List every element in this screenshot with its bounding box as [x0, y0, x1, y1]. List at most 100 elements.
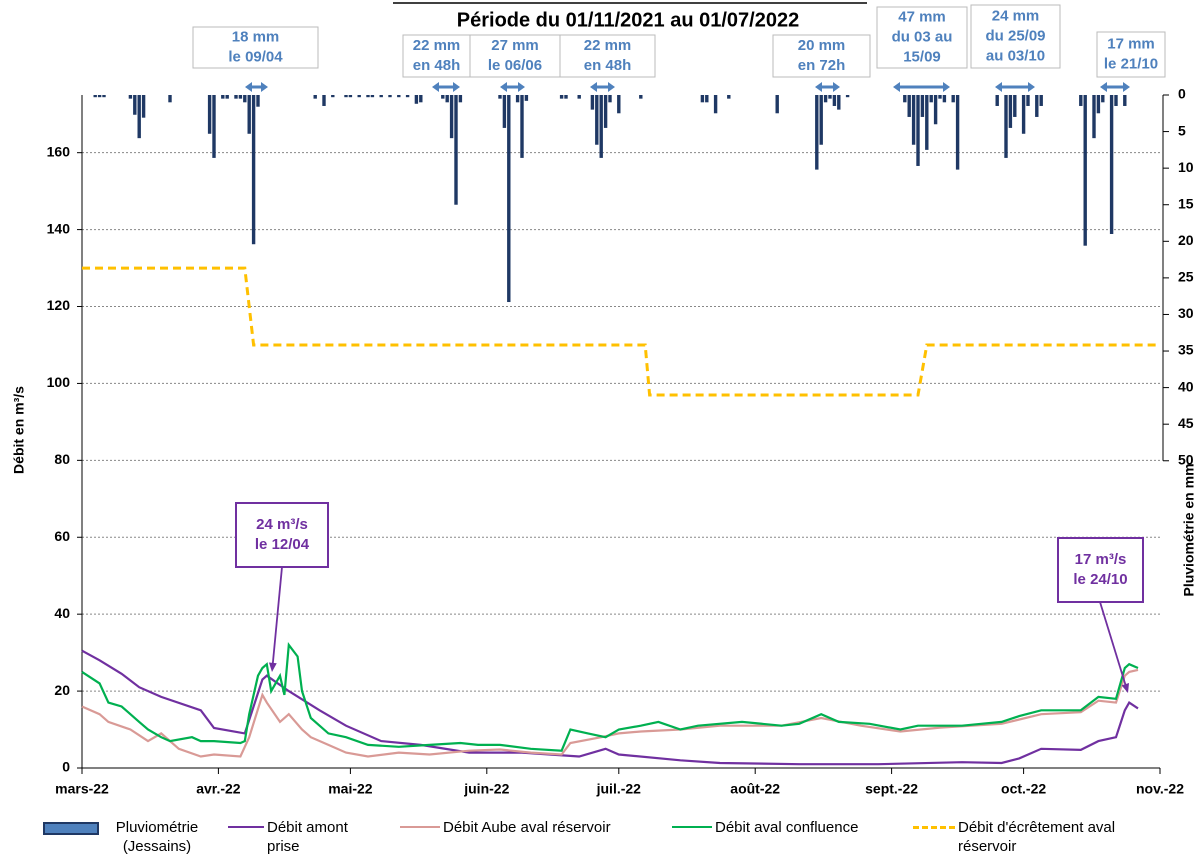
x-tick-label: sept.-22: [865, 781, 918, 797]
rain-bar: [938, 95, 942, 99]
annotation-text: 22 mm: [413, 37, 461, 54]
annotation-text: en 72h: [798, 57, 846, 74]
arrow-head: [432, 82, 460, 92]
annotation-box: [559, 34, 656, 78]
legend-swatch: [672, 826, 712, 828]
rain-bar: [419, 95, 423, 103]
rain-bar: [995, 95, 999, 106]
annotation-box: [970, 4, 1061, 69]
x-tick-label: oct.-22: [1001, 781, 1046, 797]
annotation-text: le 24/10: [1073, 571, 1127, 588]
chart: Période du 01/11/2021 au 01/07/2022 Débi…: [11, 2, 1197, 797]
rain-bar: [1004, 95, 1008, 158]
annotation-text: 20 mm: [798, 37, 846, 54]
y-tick-label: 60: [54, 528, 70, 544]
arrow-head: [1121, 683, 1130, 693]
x-tick-label: juin-22: [463, 781, 509, 797]
legend-swatch: [228, 826, 264, 828]
rain-bar: [1109, 95, 1114, 234]
rain-bar: [925, 95, 929, 150]
rain-bar: [344, 95, 348, 98]
rain-bar: [449, 95, 454, 139]
rain-bar: [388, 95, 392, 98]
arrow-head: [590, 82, 615, 92]
rain-bar: [498, 95, 502, 99]
y2-tick-label: 40: [1178, 378, 1194, 394]
rain-bar: [251, 95, 256, 245]
y2-tick-label: 45: [1178, 415, 1194, 431]
rain-bar: [502, 95, 507, 128]
rain-bar: [907, 95, 911, 117]
annotation-box: [235, 502, 329, 568]
annotation-text: le 12/04: [255, 536, 310, 553]
y2-tick-label: 50: [1178, 451, 1194, 467]
rain-bar: [1035, 95, 1039, 117]
arrow-head: [500, 82, 525, 92]
rain-bar: [370, 95, 375, 98]
x-tick-label: mars-22: [55, 781, 109, 797]
rain-bar: [1079, 95, 1083, 106]
x-tick-label: juil.-22: [596, 781, 642, 797]
rain-bar: [823, 95, 828, 103]
annotation-text: au 03/10: [986, 47, 1045, 64]
rain-bar: [1083, 95, 1087, 246]
series-line: [81, 668, 1139, 758]
rain-bar: [441, 95, 445, 99]
rain-bar: [93, 95, 97, 98]
annotation-text: du 03 au: [892, 28, 953, 45]
y2-tick-label: 25: [1178, 269, 1194, 285]
x-tick-label: mai-22: [328, 781, 373, 797]
rain-bar: [137, 95, 141, 139]
rain-bar: [603, 95, 608, 128]
rain-bar: [524, 95, 529, 101]
legend-item: Débit Aube aval réservoir: [400, 818, 673, 837]
rain-bar: [705, 95, 709, 103]
rain-bar: [819, 95, 823, 145]
rain-bar: [515, 95, 520, 103]
annotation-box: [1057, 537, 1144, 603]
chart-title: Période du 01/11/2021 au 01/07/2022: [457, 9, 799, 31]
rain-bar: [639, 95, 643, 99]
rain-bar: [903, 95, 907, 103]
y-tick-label: 80: [54, 451, 70, 467]
y2-tick-label: 15: [1178, 195, 1194, 211]
rain-bar: [559, 95, 564, 99]
rain-bar: [348, 95, 353, 98]
annotation-box: [1096, 31, 1166, 78]
annotation-box: [469, 34, 561, 78]
annotation-arrow: [1099, 601, 1127, 686]
legend-swatch: [43, 822, 99, 835]
rain-bar: [713, 95, 718, 114]
y-tick-label: 120: [47, 297, 71, 313]
legend-label: Débit amont prise: [267, 819, 348, 855]
rain-bar: [458, 95, 463, 103]
annotation-text: en 48h: [413, 57, 461, 74]
legend-label: Débit Aube aval réservoir: [443, 819, 611, 836]
legend-label: Débit d'écrêtement aval réservoir: [958, 819, 1116, 855]
rain-bar: [322, 95, 326, 106]
rain-bar: [256, 95, 260, 107]
rain-bar: [247, 95, 251, 134]
rain-bar: [911, 95, 916, 145]
rain-bar: [97, 95, 102, 98]
annotation-box: [876, 6, 968, 69]
rain-bar: [916, 95, 920, 166]
rain-bar: [102, 95, 106, 98]
legend-item: Débit amont prise: [228, 818, 367, 856]
rain-bar: [445, 95, 449, 103]
annotation-text: 24 m³/s: [256, 516, 308, 533]
annotation-text: en 48h: [584, 57, 632, 74]
annotation-text: 17 m³/s: [1075, 551, 1127, 568]
rain-bar: [238, 95, 243, 99]
annotation-arrow: [271, 566, 283, 665]
rain-bar: [920, 95, 925, 117]
rain-bar: [221, 95, 225, 99]
y-tick-label: 20: [54, 682, 70, 698]
annotation-text: le 06/06: [488, 57, 542, 74]
rain-bar: [1092, 95, 1096, 139]
legend-label: Débit aval confluence: [715, 819, 859, 836]
rain-bar: [1013, 95, 1017, 117]
rain-bar: [1008, 95, 1013, 128]
rain-bar: [234, 95, 238, 99]
